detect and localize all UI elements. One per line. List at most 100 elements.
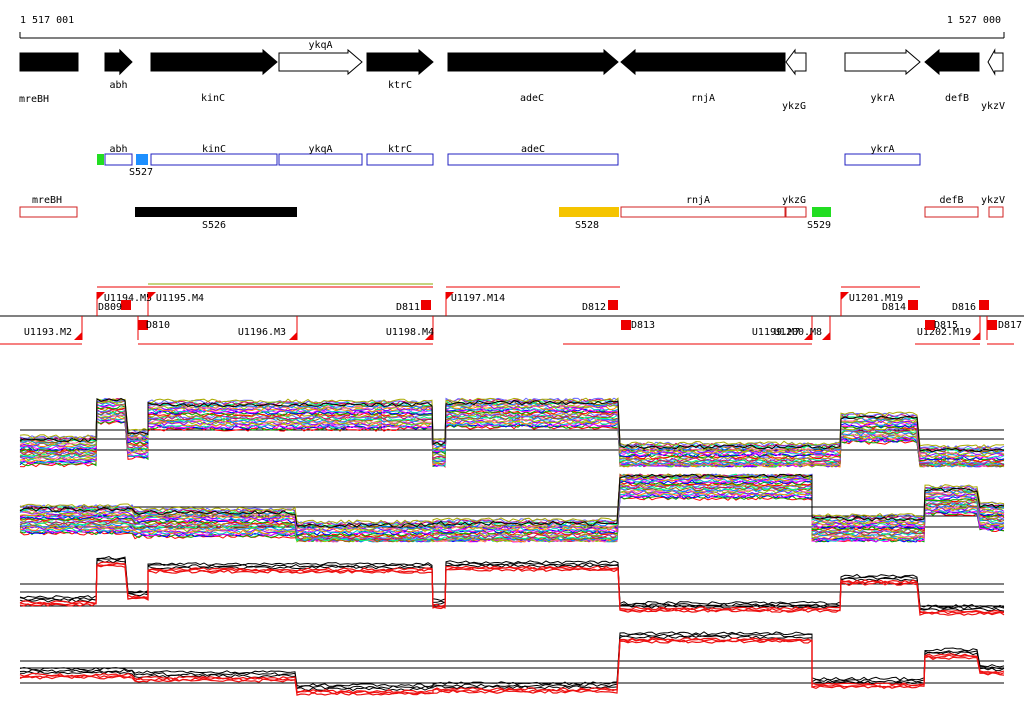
- transcript-marker-U1195.M4[interactable]: [148, 292, 156, 300]
- downshift-D810[interactable]: D810: [138, 320, 170, 331]
- gene-kinC[interactable]: kinC: [150, 48, 278, 104]
- gene-arrow-ktrC[interactable]: [366, 48, 434, 76]
- transcript-U1199.M7[interactable]: U1199.M7: [752, 327, 812, 340]
- gene-mreBH[interactable]: mreBH: [19, 52, 79, 105]
- forward-box-ykrA[interactable]: ykrA: [844, 144, 921, 166]
- transcript-marker-U1193.M2[interactable]: [74, 332, 82, 340]
- reverse-box-rnjA[interactable]: rnjA: [620, 195, 786, 218]
- segment-S528[interactable]: S528: [559, 207, 619, 231]
- transcript-U1197.M14[interactable]: U1197.M14: [446, 292, 505, 304]
- forward-box-rect-ktrC[interactable]: [366, 153, 434, 166]
- downshift-label-D815: D815: [934, 320, 958, 331]
- gene-arrow-defB[interactable]: [924, 48, 980, 76]
- downshift-marker-D814[interactable]: [908, 300, 918, 310]
- reverse-box-rect-rnjA[interactable]: [620, 206, 786, 218]
- downshift-D812[interactable]: D812: [582, 300, 618, 313]
- segment-rect-S529[interactable]: [812, 207, 831, 217]
- gene-ykzV[interactable]: ykzV: [981, 48, 1005, 112]
- gene-arrow-adeC[interactable]: [447, 48, 619, 76]
- forward-box-label-abh: abh: [109, 144, 127, 155]
- downshift-marker-D810[interactable]: [138, 320, 148, 330]
- gene-ykzG[interactable]: ykzG: [782, 48, 807, 112]
- gene-arrow-ykqA[interactable]: [278, 48, 363, 76]
- gene-ykrA[interactable]: ykrA: [844, 48, 921, 104]
- reverse-box-label-mreBH: mreBH: [32, 195, 62, 206]
- transcript-U1194.M5[interactable]: U1194.M5: [97, 292, 152, 304]
- gene-label-adeC: adeC: [520, 93, 544, 104]
- forward-box-rect-ykrA[interactable]: [844, 153, 921, 166]
- forward-box-rect-abh[interactable]: [104, 153, 133, 166]
- downshift-D809[interactable]: D809: [98, 300, 131, 313]
- reverse-box-ykzV[interactable]: ykzV: [981, 195, 1005, 218]
- downshift-D811[interactable]: D811: [396, 300, 431, 313]
- transcript-U1202.M19[interactable]: U1202.M19: [917, 327, 980, 340]
- expression-trace: [19, 478, 1005, 535]
- downshift-marker-D813[interactable]: [621, 320, 631, 330]
- segment-rect-S526[interactable]: [135, 207, 297, 217]
- transcript-U1201.M19[interactable]: U1201.M19: [841, 292, 903, 304]
- downshift-marker-D816[interactable]: [979, 300, 989, 310]
- downshift-D817[interactable]: D817: [987, 320, 1022, 331]
- forward-box-rect-adeC[interactable]: [447, 153, 619, 166]
- forward-box-ktrC[interactable]: ktrC: [366, 144, 434, 166]
- forward-box-ykqA[interactable]: ykqA: [278, 144, 363, 166]
- reverse-box-rect-ykzV[interactable]: [988, 206, 1004, 218]
- gene-ktrC[interactable]: ktrC: [366, 48, 434, 91]
- downshift-marker-D817[interactable]: [987, 320, 997, 330]
- transcript-U1195.M4[interactable]: U1195.M4: [148, 292, 204, 304]
- gene-arrow-mreBH[interactable]: [19, 52, 79, 72]
- forward-box-label-ykqA: ykqA: [308, 144, 332, 155]
- reverse-box-rect-mreBH[interactable]: [19, 206, 78, 218]
- expression-trace-red: [19, 564, 1005, 616]
- gene-label-defB: defB: [945, 93, 969, 104]
- transcript-U1196.M3[interactable]: U1196.M3: [238, 327, 297, 340]
- downshift-marker-D811[interactable]: [421, 300, 431, 310]
- gene-adeC[interactable]: adeC: [447, 48, 619, 104]
- transcript-marker-U1202.M19[interactable]: [972, 332, 980, 340]
- transcript-marker-U1200.M8[interactable]: [822, 332, 830, 340]
- gene-label-ykzG: ykzG: [782, 101, 806, 112]
- gene-defB[interactable]: defB: [924, 48, 980, 104]
- reverse-box-rect-ykzG[interactable]: [785, 206, 807, 218]
- segment-S527[interactable]: S527: [129, 154, 153, 178]
- forward-box-adeC[interactable]: adeC: [447, 144, 619, 166]
- transcript-marker-U1199.M7[interactable]: [804, 332, 812, 340]
- reverse-box-defB[interactable]: defB: [924, 195, 979, 218]
- reverse-box-mreBH[interactable]: mreBH: [19, 195, 78, 218]
- transcript-U1200.M8[interactable]: U1200.M8: [774, 327, 830, 340]
- forward-box-rect-kinC[interactable]: [150, 153, 278, 166]
- forward-box-abh[interactable]: abh: [104, 144, 133, 166]
- gene-arrow-ykzG[interactable]: [785, 48, 807, 76]
- downshift-D816[interactable]: D816: [952, 300, 989, 313]
- transcript-U1198.M4[interactable]: U1198.M4: [386, 327, 434, 340]
- transcript-marker-U1198.M4[interactable]: [425, 332, 433, 340]
- gene-arrow-ykrA[interactable]: [844, 48, 921, 76]
- segment-rect-S527[interactable]: [136, 154, 148, 165]
- transcript-marker-U1197.M14[interactable]: [446, 292, 454, 300]
- gene-arrow-rnjA[interactable]: [620, 48, 786, 76]
- segment-S529[interactable]: S529: [807, 207, 831, 231]
- transcript-marker-U1196.M3[interactable]: [289, 332, 297, 340]
- downshift-marker-D809[interactable]: [121, 300, 131, 310]
- transcript-marker-U1194.M5[interactable]: [97, 292, 105, 300]
- reverse-box-rect-defB[interactable]: [924, 206, 979, 218]
- downshift-D815[interactable]: D815: [925, 320, 958, 331]
- downshift-D813[interactable]: D813: [621, 320, 655, 331]
- downshift-marker-D812[interactable]: [608, 300, 618, 310]
- reverse-box-ykzG[interactable]: ykzG: [782, 195, 807, 218]
- segment-S526[interactable]: S526: [135, 207, 297, 231]
- gene-arrow-kinC[interactable]: [150, 48, 278, 76]
- forward-box-rect-ykqA[interactable]: [278, 153, 363, 166]
- expression-trace-red: [19, 561, 1005, 614]
- gene-rnjA[interactable]: rnjA: [620, 48, 786, 104]
- downshift-marker-D815[interactable]: [925, 320, 935, 330]
- transcript-marker-U1201.M19[interactable]: [841, 292, 849, 300]
- gene-ykqA[interactable]: ykqA: [278, 40, 363, 76]
- downshift-D814[interactable]: D814: [882, 300, 918, 313]
- transcript-U1193.M2[interactable]: U1193.M2: [24, 327, 82, 340]
- segment-rect-S528[interactable]: [559, 207, 619, 217]
- gene-arrow-abh[interactable]: [104, 48, 133, 76]
- gene-arrow-ykzV[interactable]: [987, 48, 1004, 76]
- forward-box-kinC[interactable]: kinC: [150, 144, 278, 166]
- gene-abh[interactable]: abh: [104, 48, 133, 91]
